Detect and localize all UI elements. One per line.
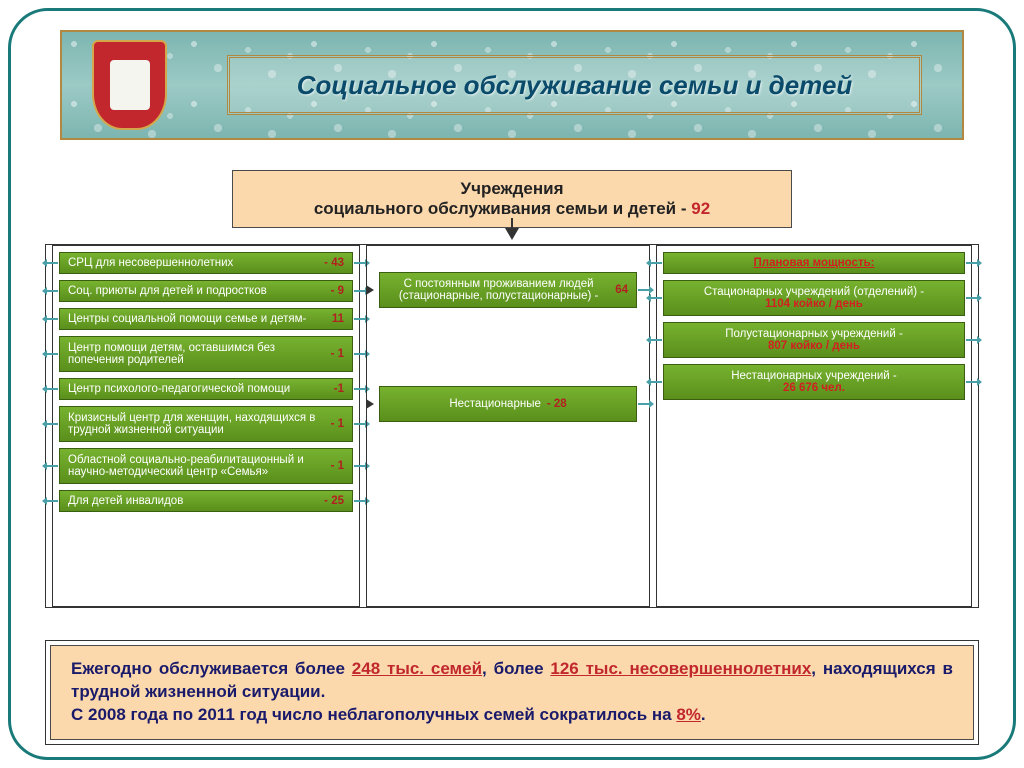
item-label: Центры социальной помощи семье и детям- xyxy=(68,313,326,325)
header-banner: Социальное обслуживание семьи и детей xyxy=(60,30,964,140)
title-frame: Социальное обслуживание семьи и детей xyxy=(227,55,922,115)
summary-line2: социального обслуживания семьи и детей -… xyxy=(245,199,779,219)
connector-right-icon xyxy=(966,294,978,302)
item-value: - 25 xyxy=(324,495,344,507)
item-label: Нестационарные xyxy=(449,398,541,410)
item-label: С постоянным проживанием людей (стациона… xyxy=(388,278,609,302)
item-label: Соц. приюты для детей и подростков xyxy=(68,285,325,297)
left-item: Соц. приюты для детей и подростков - 9 xyxy=(59,280,353,302)
left-item: Для детей инвалидов - 25 xyxy=(59,490,353,512)
connector-left-icon xyxy=(46,259,58,267)
capacity-label: Стационарных учреждений (отделений) - xyxy=(704,286,924,298)
item-label: СРЦ для несовершеннолетних xyxy=(68,257,318,269)
item-value: - 28 xyxy=(547,398,567,410)
capacity-value: 26 676 чел. xyxy=(672,382,956,394)
left-item: Областной социально-реабилитационный и н… xyxy=(59,448,353,484)
capacity-row: Нестационарных учреждений -26 676 чел. xyxy=(663,364,965,400)
connector-right-icon xyxy=(354,385,366,393)
connector-right-icon xyxy=(354,420,366,428)
summary-count: 92 xyxy=(691,199,710,218)
left-item: Центры социальной помощи семье и детям- 1… xyxy=(59,308,353,330)
arrow-right-icon xyxy=(366,399,374,409)
left-item: Центр помощи детям, оставшимся без попеч… xyxy=(59,336,353,372)
capacity-title: Плановая мощность: xyxy=(754,257,875,269)
connector-right-icon xyxy=(354,315,366,323)
connector-right-icon xyxy=(966,378,978,386)
item-value: - 1 xyxy=(331,348,344,360)
mid-item: Нестационарные - 28 xyxy=(379,386,637,422)
capacity-label: Нестационарных учреждений - xyxy=(731,370,897,382)
connector-left-icon xyxy=(650,378,662,386)
connector-left-icon xyxy=(650,259,662,267)
capacity-title-box: Плановая мощность: xyxy=(663,252,965,274)
stat-reduction: 8% xyxy=(676,705,701,724)
mid-item: С постоянным проживанием людей (стациона… xyxy=(379,272,637,308)
arrow-right-icon xyxy=(366,285,374,295)
item-label: Центр психолого-педагогической помощи xyxy=(68,383,328,395)
connector-left-icon xyxy=(46,315,58,323)
item-value: - 9 xyxy=(331,285,344,297)
connector-right-icon xyxy=(966,336,978,344)
connector-left-icon xyxy=(46,287,58,295)
page-title: Социальное обслуживание семьи и детей xyxy=(297,70,853,101)
connector-left-icon xyxy=(46,462,58,470)
item-value: 11 xyxy=(332,313,344,325)
item-value: - 1 xyxy=(331,460,344,472)
stat-families: 248 тыс. семей xyxy=(352,659,482,678)
left-item: Центр психолого-педагогической помощи -1 xyxy=(59,378,353,400)
connector-right-icon xyxy=(638,286,650,294)
connector-right-icon xyxy=(354,287,366,295)
stat-minors: 126 тыс. несовершеннолетних xyxy=(550,659,811,678)
item-label: Для детей инвалидов xyxy=(68,495,318,507)
connector-right-icon xyxy=(638,400,650,408)
connector-left-icon xyxy=(46,420,58,428)
item-value: -1 xyxy=(334,383,344,395)
item-label: Кризисный центр для женщин, находящихся … xyxy=(68,412,325,436)
item-label: Областной социально-реабилитационный и н… xyxy=(68,454,325,478)
org-chart-frame: СРЦ для несовершеннолетних - 43 Соц. приют… xyxy=(45,244,979,608)
connector-left-icon xyxy=(46,497,58,505)
arrow-down-icon xyxy=(505,228,519,240)
summary-line1: Учреждения xyxy=(245,179,779,199)
connector-left-icon xyxy=(650,294,662,302)
footer-frame: Ежегодно обслуживается более 248 тыс. се… xyxy=(45,640,979,745)
connector-right-icon xyxy=(966,259,978,267)
connector-left-icon xyxy=(46,350,58,358)
left-item: СРЦ для несовершеннолетних - 43 xyxy=(59,252,353,274)
item-value: 64 xyxy=(615,284,628,296)
left-item: Кризисный центр для женщин, находящихся … xyxy=(59,406,353,442)
connector-left-icon xyxy=(46,385,58,393)
item-label: Центр помощи детям, оставшимся без попеч… xyxy=(68,342,325,366)
connector-right-icon xyxy=(354,462,366,470)
middle-column: С постоянным проживанием людей (стациона… xyxy=(366,245,650,607)
capacity-value: 1104 койко / день xyxy=(672,298,956,310)
connector-right-icon xyxy=(354,350,366,358)
coat-of-arms-icon xyxy=(92,40,167,130)
item-value: - 43 xyxy=(324,257,344,269)
connector-right-icon xyxy=(354,497,366,505)
footer-text-box: Ежегодно обслуживается более 248 тыс. се… xyxy=(50,645,974,740)
capacity-value: 807 койко / день xyxy=(672,340,956,352)
capacity-row: Стационарных учреждений (отделений) -110… xyxy=(663,280,965,316)
item-value: - 1 xyxy=(331,418,344,430)
connector-left-icon xyxy=(650,336,662,344)
capacity-label: Полустационарных учреждений - xyxy=(725,328,903,340)
capacity-row: Полустационарных учреждений -807 койко /… xyxy=(663,322,965,358)
right-column: Плановая мощность: Стационарных учреждени… xyxy=(656,245,972,607)
left-column: СРЦ для несовершеннолетних - 43 Соц. приют… xyxy=(52,245,360,607)
connector-right-icon xyxy=(354,259,366,267)
